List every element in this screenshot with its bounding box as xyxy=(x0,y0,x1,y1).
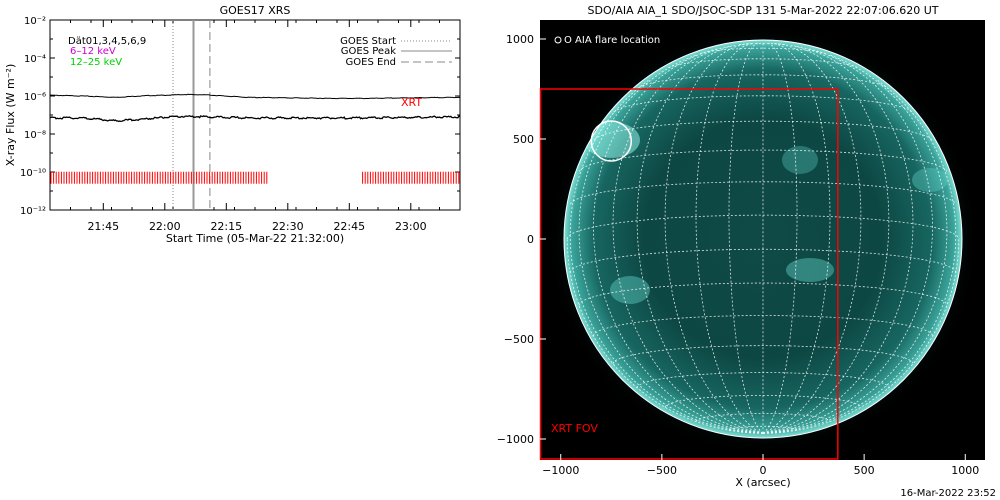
longitude-line xyxy=(762,45,914,434)
goes-y-axis-label: X-ray Flux (W m⁻²) xyxy=(4,64,17,166)
aia-y-tick-label: 500 xyxy=(513,133,534,146)
legend-detectors: Dät01,3,4,5,6,9 xyxy=(68,36,146,47)
goes-x-tick-label: 22:00 xyxy=(149,220,181,233)
goes-x-tick-label: 22:30 xyxy=(272,220,304,233)
longitude-line xyxy=(566,238,764,434)
longitude-line xyxy=(762,43,831,434)
legend-goes-start: GOES Start xyxy=(340,36,396,47)
latitude-line xyxy=(594,120,932,140)
aia-x-tick-label: 0 xyxy=(760,464,767,477)
longitude-line xyxy=(578,54,764,434)
xrt-fov-label: XRT FOV xyxy=(551,422,598,435)
longitude-line xyxy=(695,43,764,434)
active-region-center xyxy=(786,258,834,282)
active-region-ne xyxy=(584,122,640,158)
legend-goes-end: GOES End xyxy=(346,57,396,68)
goes-x-tick-label: 22:15 xyxy=(210,220,242,233)
longitude-line xyxy=(762,78,957,434)
legend-12-25kev: 12–25 keV xyxy=(70,57,122,68)
aia-y-tick-label: −500 xyxy=(504,333,534,346)
aia-y-tick-label: 0 xyxy=(527,233,534,246)
longitude-line xyxy=(762,43,798,434)
aia-x-tick-label: 1000 xyxy=(951,464,979,477)
goes-x-tick-label: 22:45 xyxy=(333,220,365,233)
active-region-e xyxy=(610,276,650,304)
legend-6-12kev: 6–12 keV xyxy=(70,46,116,57)
xrt-fov-box xyxy=(539,88,839,460)
goes-y-tick-label: 10⁻⁶ xyxy=(24,92,46,103)
aia-x-tick-label: −500 xyxy=(647,464,677,477)
goes-flux-series-2 xyxy=(49,114,461,123)
goes-y-tick-label: 10⁻² xyxy=(24,16,46,27)
legend-goes-peak: GOES Peak xyxy=(341,46,396,57)
goes-x-axis-label: Start Time (05-Mar-22 21:32:00) xyxy=(166,232,344,245)
latitude-line xyxy=(638,74,888,89)
goes-x-tick-label: 21:45 xyxy=(87,220,119,233)
aia-flare-location-circle xyxy=(590,120,633,162)
aia-x-tick-label: −1000 xyxy=(542,464,579,477)
aia-title: SDO/AIA AIA_1 SDO/JSOC-SDP 131 5-Mar-202… xyxy=(588,4,939,17)
aia-legend: O AIA flare location xyxy=(554,35,660,46)
solar-disk xyxy=(564,40,962,438)
legend-circle-icon xyxy=(554,36,562,44)
active-region-n xyxy=(782,146,818,174)
goes-x-axis: 21:45 22:00 22:15 22:30 22:45 23:00 xyxy=(49,20,461,233)
goes-y-tick-label: 10⁻¹² xyxy=(20,206,46,217)
longitude-line xyxy=(762,238,960,434)
aia-y-tick-label: 1000 xyxy=(506,33,534,46)
goes-y-tick-label: 10⁻¹⁰ xyxy=(20,168,46,179)
goes-y-tick-label: 10⁻⁸ xyxy=(24,130,46,141)
aia-y-tick-label: −1000 xyxy=(497,433,534,446)
longitude-line xyxy=(612,45,764,434)
footer-timestamp: 16-Mar-2022 23:52 xyxy=(900,488,996,499)
legend-flare-location: O AIA flare location xyxy=(564,35,660,46)
aia-x-tick-label: 500 xyxy=(854,464,875,477)
goes-xrs-chart: GOES17 XRS 10⁻² 10⁻⁴ 10⁻⁶ 10⁻⁸ 10⁻¹⁰ 10⁻¹² 21… xyxy=(4,4,461,245)
active-region-w xyxy=(912,168,948,192)
goes-chart-title: GOES17 XRS xyxy=(220,4,291,17)
aia-x-axis-label: X (arcsec) xyxy=(735,476,790,489)
longitude-line xyxy=(762,44,890,434)
xrt-annotation: XRT xyxy=(401,96,422,109)
aia-image-panel: SDO/AIA AIA_1 SDO/JSOC-SDP 131 5-Mar-202… xyxy=(497,4,985,489)
longitude-line xyxy=(569,78,764,434)
xrt-observation-ticks xyxy=(50,171,460,184)
goes-x-tick-label: 23:00 xyxy=(395,220,427,233)
solar-limb xyxy=(563,39,963,439)
longitude-line xyxy=(762,54,948,434)
goes-left-legend: Dät01,3,4,5,6,9 6–12 keV 12–25 keV xyxy=(68,36,146,68)
latitude-line xyxy=(612,345,914,364)
goes-y-tick-label: 10⁻⁴ xyxy=(24,54,46,65)
latitude-line xyxy=(695,413,831,422)
goes-right-legend: GOES Start GOES Peak GOES End xyxy=(340,36,452,68)
goes-series-group xyxy=(49,93,461,123)
heliographic-grid xyxy=(566,43,960,434)
longitude-line xyxy=(636,44,764,434)
aia-axes: −1000 −500 0 500 1000 1000 500 0 −500 −1000 xyxy=(497,33,979,477)
goes-flux-series-1 xyxy=(49,93,461,100)
longitude-line xyxy=(728,43,764,434)
